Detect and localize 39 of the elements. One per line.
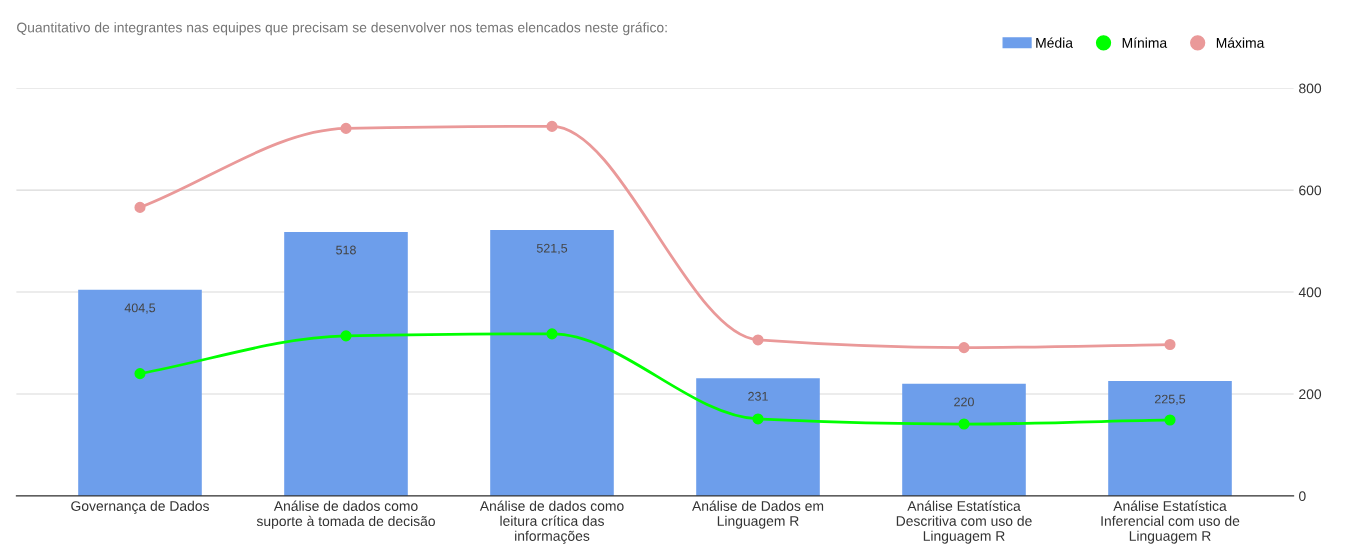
point bbox=[752, 413, 764, 425]
legend-label: Mínima bbox=[1122, 37, 1168, 48]
x-tick-label: Análise de Dados em Linguagem R bbox=[692, 500, 824, 529]
data-label: 231 bbox=[748, 391, 768, 401]
data-label: 404,5 bbox=[124, 303, 156, 314]
point bbox=[1164, 414, 1176, 426]
bar bbox=[78, 289, 202, 496]
x-tick-label: Análise Estatística Descritiva com uso de Linguagem R bbox=[896, 500, 1032, 544]
y-tick-label: 800 bbox=[1299, 83, 1322, 94]
point bbox=[134, 368, 146, 380]
point bbox=[958, 418, 970, 430]
y-tick-label: 400 bbox=[1298, 287, 1322, 298]
x-tick-label: Análise Estatística Inferencial com uso de Linguagem R bbox=[1101, 500, 1240, 544]
data-label: 225,5 bbox=[1154, 394, 1186, 405]
chart-title: Quantitativo de integrantes nas equipes que precisam se desenvolver nos temas elencados neste gráfico: bbox=[17, 22, 667, 36]
bar bbox=[490, 230, 614, 496]
data-label: 521,5 bbox=[536, 243, 568, 255]
x-tick-label: Governança de Dados bbox=[71, 500, 209, 514]
y-tick-label: 200 bbox=[1299, 389, 1322, 400]
point bbox=[340, 330, 352, 342]
bar bbox=[696, 378, 820, 496]
bar bbox=[902, 383, 1026, 496]
legend-label: Média bbox=[1036, 37, 1073, 48]
x-tick-label: Análise de dados como leitura crítica das informações bbox=[479, 500, 624, 544]
bar bbox=[284, 231, 408, 496]
x-tick-label: Análise de dados como suporte à tomada de decisão bbox=[256, 500, 435, 529]
point bbox=[752, 334, 764, 346]
point bbox=[958, 342, 970, 354]
point bbox=[546, 328, 558, 340]
point bbox=[340, 122, 352, 134]
y-tick-label: 600 bbox=[1299, 185, 1322, 196]
data-label: 220 bbox=[954, 397, 974, 407]
point bbox=[1164, 338, 1176, 351]
bar bbox=[1108, 380, 1232, 496]
point bbox=[134, 201, 146, 213]
point bbox=[546, 120, 558, 132]
legend-label: Máxima bbox=[1216, 37, 1265, 48]
y-tick-label: 0 bbox=[1299, 491, 1306, 502]
data-label: 518 bbox=[336, 245, 356, 255]
